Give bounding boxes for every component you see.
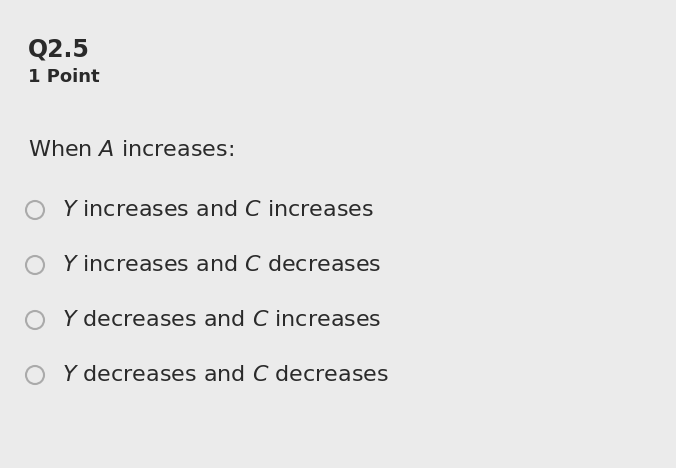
Text: Q2.5: Q2.5: [28, 38, 90, 62]
Text: $\mathit{Y}$ decreases and $\mathit{C}$ decreases: $\mathit{Y}$ decreases and $\mathit{C}$ …: [62, 365, 389, 385]
Text: 1 Point: 1 Point: [28, 68, 99, 86]
Text: $\mathit{Y}$ increases and $\mathit{C}$ increases: $\mathit{Y}$ increases and $\mathit{C}$ …: [62, 200, 374, 220]
Text: $\mathit{Y}$ increases and $\mathit{C}$ decreases: $\mathit{Y}$ increases and $\mathit{C}$ …: [62, 255, 381, 275]
Text: When $\mathit{A}$ increases:: When $\mathit{A}$ increases:: [28, 140, 234, 160]
Text: $\mathit{Y}$ decreases and $\mathit{C}$ increases: $\mathit{Y}$ decreases and $\mathit{C}$ …: [62, 310, 381, 330]
